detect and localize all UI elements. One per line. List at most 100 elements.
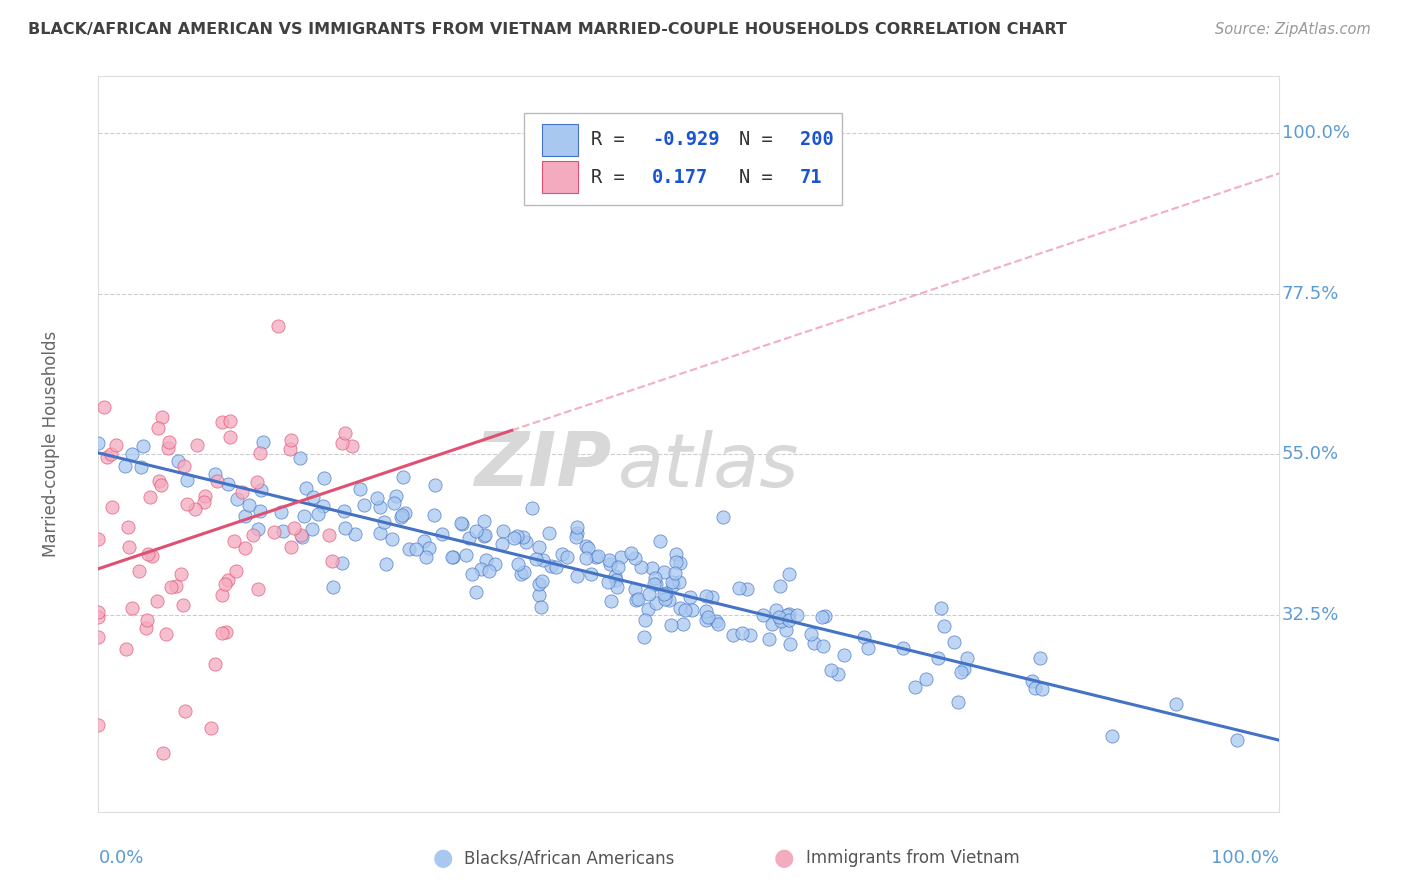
Point xyxy=(211,625,233,640)
Point xyxy=(167,454,190,468)
Point xyxy=(620,546,643,560)
Text: R =: R = xyxy=(591,130,636,150)
Point xyxy=(392,470,415,484)
Point xyxy=(508,558,530,572)
Point xyxy=(1021,674,1043,689)
Point xyxy=(225,564,247,578)
Text: Blacks/African Americans: Blacks/African Americans xyxy=(464,849,675,867)
Point xyxy=(225,492,247,507)
Point xyxy=(856,640,879,655)
Point xyxy=(290,450,312,465)
Point xyxy=(599,594,621,608)
Point xyxy=(637,602,659,616)
Point xyxy=(87,533,110,547)
Point xyxy=(135,621,157,635)
Point xyxy=(695,613,717,627)
Point xyxy=(728,581,751,595)
Point xyxy=(800,627,823,641)
Point xyxy=(231,485,253,500)
Point xyxy=(914,672,936,686)
Point xyxy=(765,602,787,616)
Point xyxy=(661,578,683,592)
Point xyxy=(929,601,952,615)
Point xyxy=(567,525,589,540)
Point xyxy=(675,603,697,617)
Point xyxy=(537,526,560,541)
Point xyxy=(413,533,436,548)
Point xyxy=(697,610,720,624)
Point xyxy=(752,607,775,622)
Point xyxy=(567,520,589,534)
Point xyxy=(904,680,927,694)
Point xyxy=(474,527,496,541)
Point xyxy=(813,639,835,653)
Point xyxy=(770,614,793,628)
Text: atlas: atlas xyxy=(619,430,800,502)
Text: 77.5%: 77.5% xyxy=(1282,285,1339,302)
Point xyxy=(211,588,233,602)
Point xyxy=(333,426,356,441)
Point xyxy=(510,567,533,582)
Point xyxy=(461,567,484,582)
Point xyxy=(87,609,110,624)
Point xyxy=(87,630,110,644)
Point xyxy=(1101,729,1123,743)
Point xyxy=(217,574,239,588)
Point xyxy=(814,608,837,623)
Point xyxy=(184,502,207,516)
Point xyxy=(146,420,169,434)
Point xyxy=(157,441,180,455)
Point xyxy=(271,524,294,538)
Point xyxy=(603,569,626,583)
Point xyxy=(157,435,180,450)
Point xyxy=(598,575,620,590)
Point xyxy=(695,589,717,603)
Point xyxy=(721,628,744,642)
Point xyxy=(609,549,631,564)
Point xyxy=(115,642,138,657)
Point xyxy=(640,560,662,574)
Point xyxy=(648,534,671,549)
Point xyxy=(1166,697,1188,711)
Point xyxy=(373,515,395,529)
Point xyxy=(165,579,187,593)
Point xyxy=(474,514,496,528)
Point xyxy=(624,593,647,607)
Point xyxy=(502,531,524,545)
Text: 100.0%: 100.0% xyxy=(1282,124,1350,142)
Text: 200: 200 xyxy=(800,130,834,150)
Point xyxy=(555,549,578,564)
Point xyxy=(292,508,315,523)
Point xyxy=(172,599,194,613)
Point xyxy=(659,618,682,632)
Point xyxy=(627,592,650,607)
Point xyxy=(531,553,554,567)
Point xyxy=(679,591,702,605)
Point xyxy=(515,535,537,549)
Point xyxy=(333,521,356,535)
Point xyxy=(575,539,598,553)
Point xyxy=(332,504,354,518)
Point xyxy=(527,540,550,554)
Point xyxy=(464,524,486,538)
Point xyxy=(932,619,955,633)
Point xyxy=(768,610,790,624)
Text: 71: 71 xyxy=(800,168,823,186)
Point xyxy=(927,651,949,665)
Point xyxy=(758,632,780,646)
Point xyxy=(121,600,143,615)
Point xyxy=(170,567,193,582)
Point xyxy=(374,557,396,571)
Point xyxy=(484,557,506,571)
Point xyxy=(318,527,340,541)
Point xyxy=(624,551,647,566)
Point xyxy=(250,483,273,497)
Point xyxy=(152,746,174,760)
Point xyxy=(665,555,688,569)
Point xyxy=(423,508,446,522)
Point xyxy=(761,617,783,632)
Point xyxy=(454,548,477,562)
Point xyxy=(381,532,404,546)
Point xyxy=(803,636,825,650)
Point xyxy=(738,628,761,642)
